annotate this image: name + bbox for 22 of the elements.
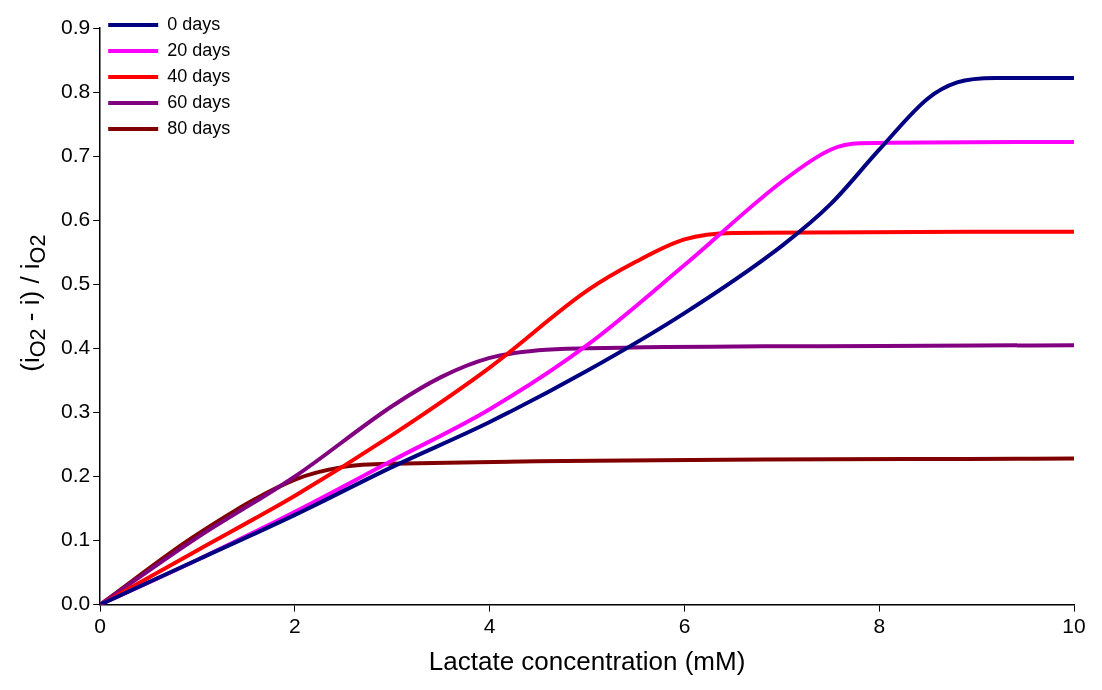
x-tick-label: 0 — [94, 614, 107, 637]
y-tick-label: 0.0 — [60, 591, 91, 615]
legend-label: 80 days — [167, 117, 231, 138]
y-tick-label: 0.3 — [60, 399, 91, 423]
x-axis-title: Lactate concentration (mM) — [428, 645, 746, 676]
legend-label: 60 days — [167, 91, 231, 112]
legend-label: 20 days — [167, 39, 231, 60]
y-tick-label: 0.8 — [60, 78, 91, 102]
x-tick-label: 2 — [289, 614, 301, 637]
y-tick-label: 0.5 — [60, 271, 91, 295]
y-tick-label: 0.7 — [60, 142, 91, 166]
y-tick-label: 0.6 — [60, 207, 91, 230]
x-tick-label: 8 — [873, 614, 886, 637]
y-tick-label: 0.9 — [60, 14, 91, 38]
y-tick-label: 0.2 — [60, 463, 91, 487]
x-tick-label: 10 — [1062, 614, 1086, 637]
x-tick-label: 4 — [483, 614, 496, 637]
x-tick-label: 6 — [678, 614, 691, 637]
y-tick-label: 0.4 — [60, 335, 91, 359]
y-tick-label: 0.1 — [60, 527, 91, 551]
legend-label: 0 days — [167, 13, 221, 34]
legend-label: 40 days — [167, 65, 231, 86]
